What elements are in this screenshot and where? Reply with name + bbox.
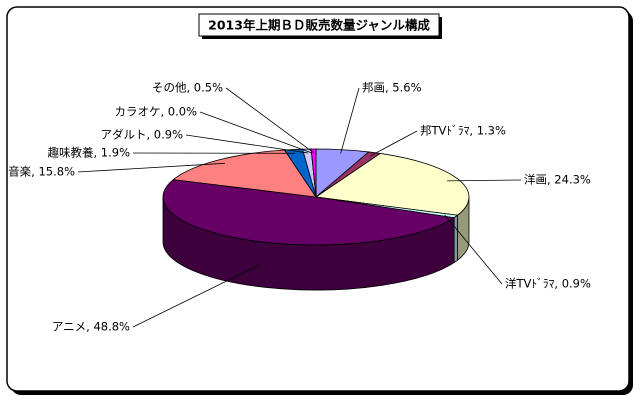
pie-slice xyxy=(314,153,470,216)
leader-line xyxy=(185,134,308,154)
data-label: カラオケ, 0.0% xyxy=(114,105,197,119)
leader-line xyxy=(340,87,360,154)
labels: 邦画, 5.6% 邦TVﾄﾞﾗﾏ, 1.3% 洋画, 24.3% 洋TVﾄﾞﾗﾏ, 0… xyxy=(8,81,591,334)
data-label: 趣味教養, 1.9% xyxy=(47,146,130,160)
data-label: 邦TVﾄﾞﾗﾏ, 1.3% xyxy=(420,124,506,138)
pie-slice xyxy=(162,179,456,246)
pie-tops xyxy=(162,148,470,246)
data-label: 音楽, 15.8% xyxy=(8,165,75,179)
leader-line xyxy=(447,179,522,182)
pie-slice xyxy=(172,149,317,198)
chart-title: 2013年上期ＢＤ販売数量ジャンル構成 xyxy=(208,18,430,33)
data-label: 洋画, 24.3% xyxy=(524,173,591,187)
leader-line xyxy=(199,111,312,154)
data-label: その他, 0.5% xyxy=(152,81,223,95)
data-label: アニメ, 48.8% xyxy=(52,320,130,334)
leader-line xyxy=(444,214,503,285)
data-label: 洋TVﾄﾞﾗﾏ, 0.9% xyxy=(505,277,591,291)
leader-line xyxy=(132,264,261,328)
leader-line xyxy=(369,130,418,157)
data-label: 邦画, 5.6% xyxy=(362,81,422,95)
data-label: アダルト, 0.9% xyxy=(100,128,183,142)
leader-line xyxy=(77,162,225,173)
title-box xyxy=(198,13,440,37)
pie-slice xyxy=(310,148,317,198)
leader-line xyxy=(225,87,315,154)
pie-side xyxy=(453,214,458,264)
